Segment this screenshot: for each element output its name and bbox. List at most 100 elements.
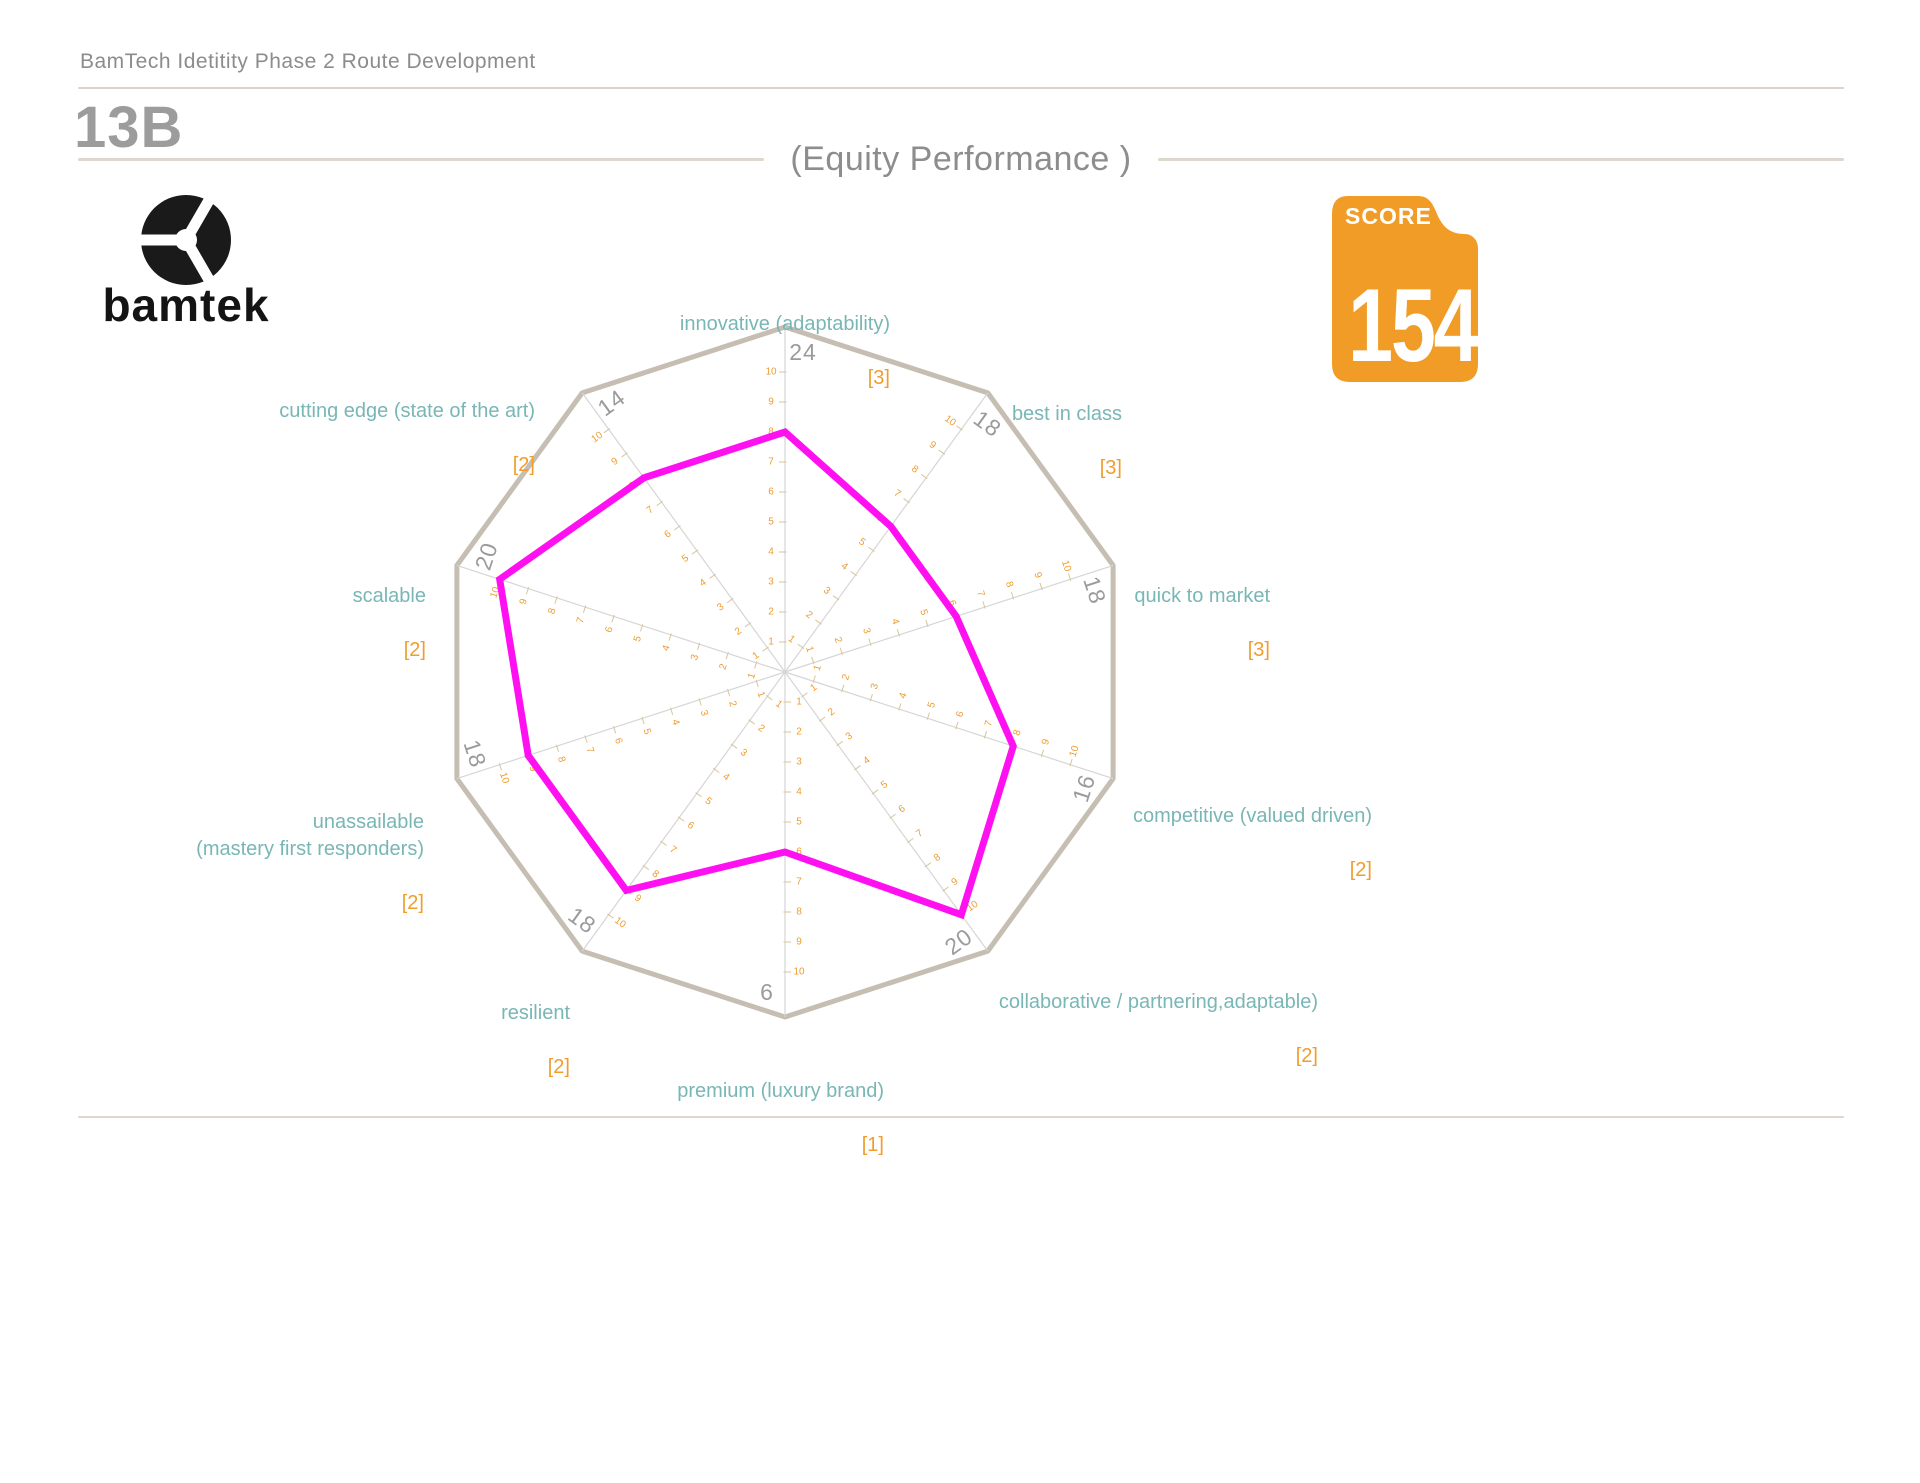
footer-rule — [78, 1116, 1844, 1118]
radar-axis-total: 6 — [760, 979, 774, 1005]
radar-tick-label: 4 — [839, 561, 850, 573]
radar-axis-line — [581, 392, 786, 673]
radar-tick-label: 2 — [733, 625, 744, 637]
radar-tick-label: 3 — [689, 653, 701, 662]
axis-label-quick-to-market: quick to market [3] — [1134, 556, 1270, 691]
axis-label-collaborative: collaborative / partnering,adaptable) [2… — [999, 962, 1318, 1097]
radar-tick-mark — [755, 679, 759, 688]
radar-tick-mark — [898, 703, 902, 711]
radar-tick-mark — [640, 624, 644, 632]
radar-tick-label: 6 — [954, 710, 966, 719]
radar-tick-mark — [1067, 573, 1072, 581]
radar-tick-label: 8 — [546, 606, 558, 615]
radar-tick-label: 1 — [808, 682, 819, 694]
radar-tick-label: 3 — [796, 757, 802, 768]
radar-tick-label: 3 — [869, 682, 881, 691]
radar-tick-mark — [839, 647, 844, 656]
radar-tick-mark — [697, 642, 701, 651]
radar-tick-label: 7 — [892, 488, 903, 500]
axis-label-best-in-class: best in class [3] — [1012, 374, 1122, 509]
radar-tick-label: 5 — [856, 536, 867, 548]
score-label: SCORE — [1345, 203, 1432, 229]
axis-label-cutting-edge: cutting edge (state of the art) [2] — [279, 371, 535, 506]
radar-tick-mark — [920, 473, 928, 480]
radar-tick-label: 8 — [555, 755, 567, 764]
radar-tick-label: 9 — [526, 764, 538, 773]
radar-tick-label: 5 — [768, 517, 774, 528]
radar-tick-label: 8 — [932, 852, 943, 864]
radar-tick-mark — [871, 789, 879, 795]
radar-tick-label: 5 — [879, 779, 890, 791]
radar-axis-total: 24 — [789, 339, 817, 365]
radar-tick-mark — [832, 595, 840, 601]
axis-weight: [2] — [401, 892, 424, 914]
radar-tick-label: 1 — [812, 663, 824, 672]
radar-tick-label: 1 — [768, 637, 774, 648]
radar-tick-label: 2 — [826, 706, 837, 718]
axis-label-unassailable: unassailable (mastery first responders) … — [196, 782, 424, 944]
axis-weight: [2] — [547, 1056, 570, 1078]
radar-tick-label: 7 — [768, 457, 774, 468]
radar-tick-label: 2 — [832, 636, 844, 645]
radar-tick-label: 6 — [662, 528, 673, 540]
radar-tick-label: 7 — [667, 844, 678, 856]
axis-label-text: competitive (valued driven) — [1133, 805, 1372, 827]
axis-label-text: quick to market — [1134, 585, 1270, 607]
radar-tick-mark — [1039, 582, 1043, 591]
radar-tick-label: 6 — [612, 737, 624, 746]
radar-tick-label: 6 — [897, 803, 908, 815]
radar-tick-label: 1 — [755, 690, 767, 699]
radar-tick-mark — [603, 428, 611, 434]
radar-tick-mark — [674, 525, 681, 531]
logo: bamtek — [86, 192, 286, 328]
radar-tick-label: 2 — [796, 727, 802, 738]
radar-tick-label: 4 — [889, 617, 901, 626]
radar-tick-label: 1 — [786, 633, 797, 645]
radar-tick-label: 5 — [926, 700, 938, 709]
radar-tick-mark — [1040, 749, 1045, 758]
radar-tick-mark — [868, 638, 872, 646]
radar-axis-line — [784, 671, 989, 952]
radar-axis-line — [784, 392, 989, 673]
title-rule-left — [78, 158, 765, 161]
radar-tick-mark — [730, 743, 738, 749]
header-rule — [78, 87, 1844, 89]
axis-weight: [3] — [1247, 639, 1270, 661]
radar-tick-mark — [896, 629, 901, 637]
radar-tick-mark — [555, 744, 560, 753]
radar-tick-label: 5 — [641, 727, 653, 736]
radar-tick-label: 4 — [669, 718, 681, 727]
radar-tick-mark — [955, 721, 959, 730]
radar-tick-mark — [850, 570, 858, 577]
radar-tick-label: 3 — [860, 627, 872, 636]
radar-tick-label: 10 — [1059, 559, 1073, 573]
radar-tick-mark — [765, 694, 773, 701]
radar-tick-label: 10 — [793, 967, 805, 978]
radar-tick-mark — [815, 619, 822, 625]
radar-tick-mark — [938, 449, 946, 455]
radar-tick-label: 7 — [914, 827, 925, 839]
radar-tick-label: 2 — [756, 723, 767, 735]
radar-tick-label: 4 — [897, 691, 909, 700]
radar-tick-mark — [869, 693, 873, 702]
axis-weight: [1] — [861, 1134, 884, 1156]
radar-tick-mark — [811, 656, 815, 665]
radar-tick-mark — [660, 840, 667, 846]
score-badge-shape — [1332, 196, 1478, 382]
radar-tick-label: 10 — [765, 367, 777, 378]
radar-tick-label: 7 — [974, 589, 986, 598]
radar-tick-mark — [712, 767, 720, 774]
radar-tick-mark — [748, 719, 755, 725]
axis-weight: [3] — [1099, 457, 1122, 479]
radar-tick-mark — [906, 837, 914, 844]
chart-title-row: (Equity Performance ) — [78, 140, 1845, 179]
radar-tick-mark — [854, 765, 861, 771]
radar-tick-label: 3 — [698, 709, 710, 718]
radar-tick-label: 1 — [796, 697, 802, 708]
radar-tick-label: 4 — [698, 577, 709, 589]
axis-label-text: cutting edge (state of the art) — [279, 400, 535, 422]
axis-label-text: unassailable (mastery first responders) — [196, 811, 424, 860]
radar-tick-mark — [554, 596, 558, 604]
radar-tick-label: 7 — [983, 719, 995, 728]
